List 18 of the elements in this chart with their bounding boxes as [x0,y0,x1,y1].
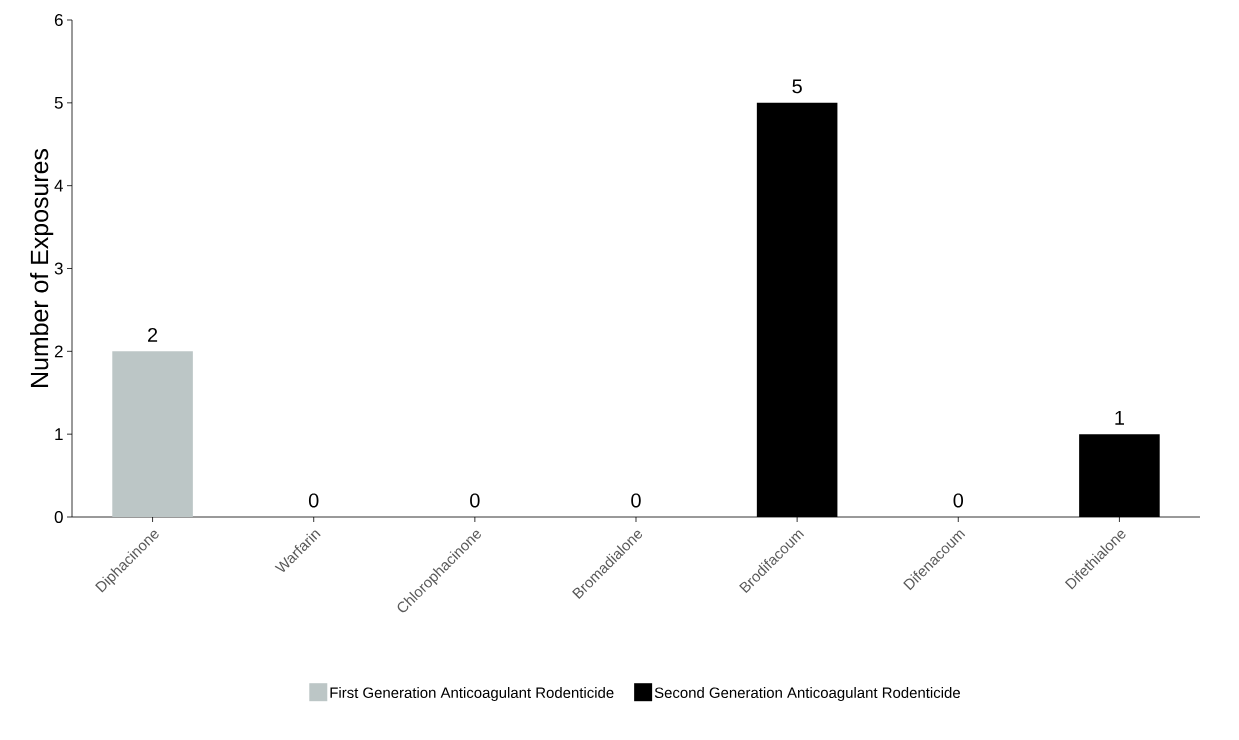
data-label: 1 [1115,410,1124,425]
data-label: 0 [308,493,319,508]
data-label: 2 [148,327,158,342]
bar [112,351,193,517]
y-tick-label: 0 [54,511,63,523]
legend-label: First Generation Anticoagulant Rodenticide [330,687,614,701]
legend-label: Second Generation Anticoagulant Rodenticide [654,687,960,701]
y-tick-label: 2 [54,345,63,358]
data-label: 5 [792,79,802,94]
y-tick-label: 4 [54,179,63,192]
y-tick-label: 1 [55,428,63,440]
data-label: 0 [631,493,641,508]
data-label: 0 [953,493,964,508]
y-tick-label: 3 [54,262,63,275]
data-label: 0 [470,493,480,508]
y-tick-label: 5 [54,96,63,109]
y-axis-title: Number of Exposures [30,149,54,387]
y-tick-label: 6 [54,14,63,26]
